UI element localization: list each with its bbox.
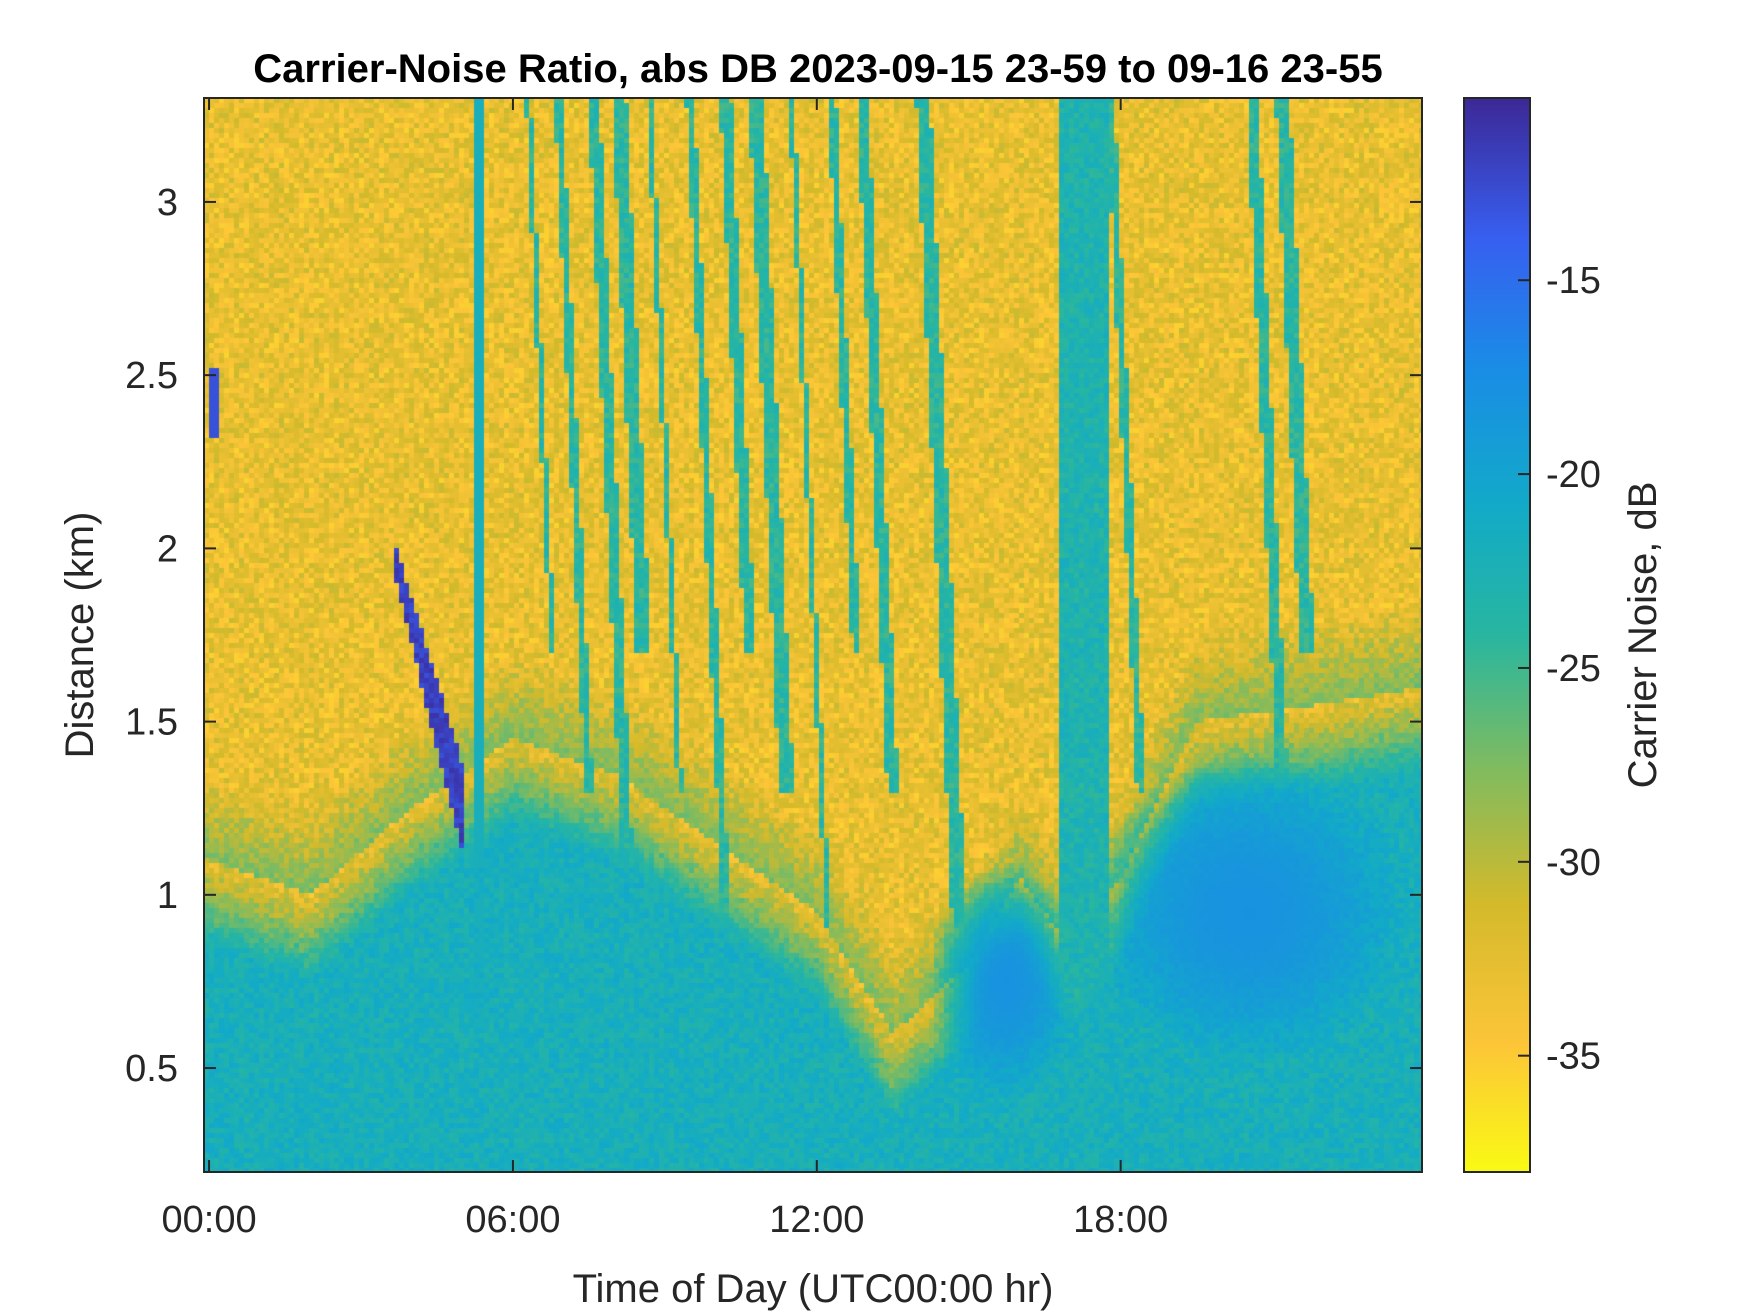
x-axis-label: Time of Day (UTC00:00 hr) xyxy=(573,1267,1054,1311)
y-axis: 0.5 1 1.5 2 2.5 3 xyxy=(125,182,1422,1090)
y-tick-label: 0.5 xyxy=(125,1048,178,1090)
colorbar-tick-label: -30 xyxy=(1546,842,1601,884)
heatmap-plot-area xyxy=(204,98,1422,1172)
y-tick-label: 2.5 xyxy=(125,355,178,397)
y-tick-label: 1.5 xyxy=(125,702,178,744)
plot-frame xyxy=(203,97,1423,1173)
y-tick-label: 1 xyxy=(157,875,178,917)
colorbar-tick-label: -20 xyxy=(1546,454,1601,496)
x-tick-label: 12:00 xyxy=(769,1199,864,1241)
y-tick-label: 3 xyxy=(157,182,178,224)
x-tick-label: 00:00 xyxy=(162,1199,257,1241)
y-axis-label: Distance (km) xyxy=(58,512,102,759)
colorbar xyxy=(1463,97,1531,1173)
x-axis: 00:00 06:00 12:00 18:00 xyxy=(162,98,1168,1241)
x-tick-label: 06:00 xyxy=(465,1199,560,1241)
colorbar-label: Carrier Noise, dB xyxy=(1621,482,1665,789)
chart-title: Carrier-Noise Ratio, abs DB 2023-09-15 2… xyxy=(253,47,1382,91)
colorbar-tick-label: -15 xyxy=(1546,260,1601,302)
colorbar-ticks: -15 -20 -25 -30 -35 xyxy=(1518,260,1601,1078)
heatmap-canvas xyxy=(204,98,1422,1172)
colorbar-tick-label: -35 xyxy=(1546,1036,1601,1078)
x-tick-label: 18:00 xyxy=(1073,1199,1168,1241)
colorbar-tick-label: -25 xyxy=(1546,648,1601,690)
y-tick-label: 2 xyxy=(157,528,178,570)
